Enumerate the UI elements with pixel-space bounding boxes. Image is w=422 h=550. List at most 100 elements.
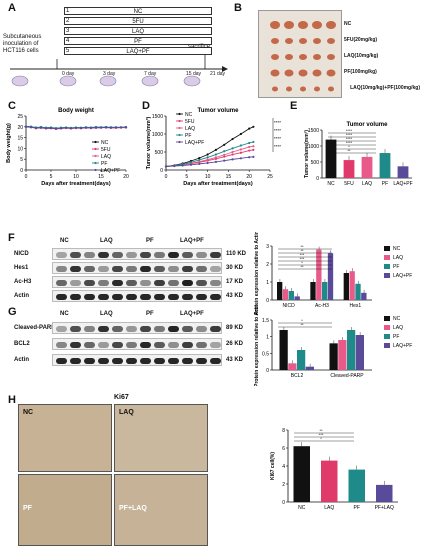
legend-label: PF: [101, 161, 107, 167]
category-label: BCL2: [291, 373, 304, 379]
y-axis-label: Protein expression relative to Actin: [254, 306, 260, 386]
tumor-label-pf: PF(100mg/kg): [344, 69, 377, 75]
bar: [294, 296, 300, 300]
x-tick-label: 10: [73, 174, 79, 180]
legend-marker: [178, 119, 181, 123]
tumor-photo: [258, 10, 342, 98]
legend-swatch: [384, 273, 390, 278]
x-tick-label: 20: [246, 174, 252, 180]
bar: [361, 156, 373, 178]
blot-kd: 43 KD: [226, 293, 244, 299]
blot-strip: [52, 290, 222, 302]
legend-swatch: [384, 264, 390, 269]
blot-band: [196, 342, 207, 348]
day-label-3: 15 day: [186, 71, 202, 77]
data-point: [214, 156, 218, 159]
data-point: [99, 126, 103, 129]
sacrifice-label: sacrifice: [188, 44, 211, 50]
blot-band: [70, 326, 81, 332]
data-point: [44, 127, 48, 130]
data-point: [109, 126, 113, 129]
data-point: [239, 144, 242, 147]
y-tick-label: 1: [266, 280, 269, 286]
data-point: [189, 161, 193, 164]
y-tick-label: 20: [17, 125, 23, 131]
significance-mark: **: [300, 248, 304, 253]
data-point: [252, 148, 255, 151]
ihc-image-pf-laq: PF+LAQ: [114, 474, 208, 546]
significance-mark: ****: [274, 120, 281, 125]
bar: [277, 282, 283, 300]
y-tick-label: 1500: [152, 114, 163, 120]
category-label: Cleaved-PARP: [330, 373, 364, 379]
y-tick-label: 10: [17, 146, 23, 152]
blot-band: [196, 252, 207, 258]
bar: [325, 139, 337, 178]
data-point: [124, 126, 128, 129]
data-point: [206, 156, 209, 159]
series-line-NC: [165, 126, 254, 167]
data-point: [24, 125, 28, 128]
x-tick-label: 5: [50, 174, 53, 180]
data-point: [198, 157, 201, 160]
y-tick-label: 2: [282, 482, 285, 488]
x-tick-label: 25: [267, 174, 273, 180]
category-label: LAQ: [362, 181, 372, 187]
data-point: [206, 161, 209, 165]
tumor-label-nc: NC: [344, 21, 352, 27]
chart-title: Body weight: [58, 108, 94, 114]
category-label: LAQ: [324, 505, 334, 511]
x-axis-label: Days after treatment(days): [183, 181, 253, 187]
groups-box: 1 NC 2 5FU 3 LAQ 4 PF 5 LAQ+PF: [57, 7, 217, 59]
legend-label: 5FU: [101, 147, 111, 153]
category-label: NC: [298, 505, 306, 511]
bar: [355, 335, 364, 370]
blot-band: [98, 294, 109, 300]
panel-label-f: F: [8, 232, 15, 244]
significance-mark: **: [300, 322, 304, 327]
legend-marker: [94, 140, 97, 144]
significance-mark: **: [347, 148, 351, 153]
blot-band: [56, 358, 67, 364]
blot-band: [210, 266, 221, 272]
legend-marker: [94, 147, 97, 151]
y-tick-label: 3: [266, 244, 269, 250]
blot-band: [112, 280, 123, 286]
blot-kd: 26 KD: [226, 341, 244, 347]
significance-mark: *: [320, 436, 322, 441]
y-tick-label: 0: [160, 168, 163, 174]
timeline: [10, 55, 228, 87]
blot-band: [70, 294, 81, 300]
blot-band: [182, 294, 193, 300]
blot-kd: 110 KD: [226, 251, 247, 257]
blot-label: Actin: [14, 293, 29, 299]
x-tick-label: 15: [226, 174, 232, 180]
blot-band: [98, 342, 109, 348]
legend-label: PF: [185, 133, 191, 139]
chart-title: Tumor volume: [198, 108, 240, 114]
data-point: [231, 150, 234, 154]
category-label: NC: [327, 181, 335, 187]
bar: [322, 282, 328, 300]
data-point: [231, 147, 234, 150]
blot-band: [56, 326, 67, 332]
significance-mark: **: [300, 264, 304, 269]
tumor-volume-line-chart: Tumor volume 0 500 1000 1500 0 5 10 15 20 25 Days a…: [145, 108, 281, 187]
significance-mark: ****: [346, 136, 353, 141]
blot-kd: 89 KD: [226, 325, 244, 331]
bar: [297, 350, 306, 370]
y-axis-label: Protein expression relative to Actin: [254, 232, 260, 315]
bar: [327, 253, 334, 300]
blot-label: Actin: [14, 357, 29, 363]
data-point: [34, 126, 38, 130]
significance-mark: ****: [346, 140, 353, 145]
blot-band: [112, 266, 123, 272]
ihc-image-laq: LAQ: [114, 404, 208, 472]
data-point: [223, 153, 226, 156]
data-point: [39, 126, 43, 129]
blot-band: [182, 358, 193, 364]
inoculation-text: Subcutaneous inoculation of HCT116 cells: [3, 34, 42, 54]
significance-mark: *: [348, 144, 350, 149]
data-point: [114, 126, 118, 129]
